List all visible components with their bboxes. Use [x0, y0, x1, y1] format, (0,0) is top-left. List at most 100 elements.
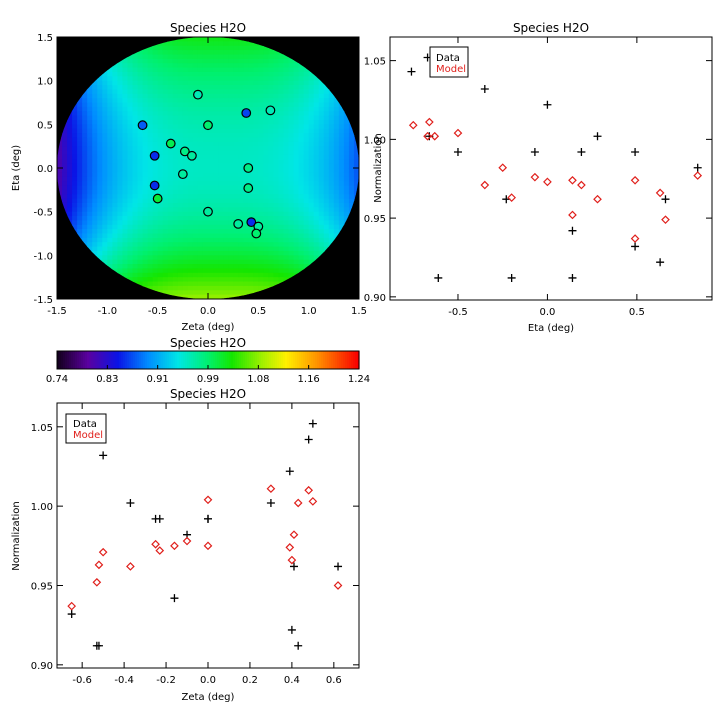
map-field-cell [87, 106, 93, 112]
map-field-cell [112, 71, 118, 77]
map-field-cell [82, 168, 88, 173]
map-field-cell [72, 146, 78, 152]
map-field-cell [243, 128, 249, 134]
map-field-cell [253, 89, 259, 95]
map-field-cell [298, 259, 305, 265]
map-field-cell [268, 80, 275, 86]
map-field-cell [137, 76, 144, 82]
map-field-cell [202, 89, 209, 95]
map-field-cell [233, 102, 239, 108]
map-field-cell [218, 285, 224, 291]
map-field-cell [208, 133, 214, 139]
map-field-cell [102, 137, 108, 143]
map-field-cell [238, 98, 244, 104]
map-field-cell [137, 106, 144, 112]
map-field-cell [77, 233, 83, 239]
map-field-cell [243, 172, 249, 178]
map-field-cell [298, 154, 305, 160]
map-field-cell [142, 224, 149, 230]
map-field-cell [132, 181, 139, 187]
map-field-cell [263, 229, 269, 235]
map-field-cell [192, 185, 199, 191]
map-field-cell [328, 133, 335, 139]
map-field-cell [223, 194, 229, 200]
map-field-cell [192, 85, 199, 90]
map-field-cell [258, 159, 264, 165]
map-field-cell [293, 189, 300, 195]
map-field-cell [117, 119, 124, 125]
map-field-cell [107, 194, 113, 200]
map-field-cell [112, 80, 118, 86]
map-field-cell [172, 93, 179, 99]
map-field-cell [223, 154, 229, 160]
map-field-cell [142, 176, 149, 182]
map-field-cell [152, 98, 159, 104]
colorbar-band [133, 351, 136, 369]
map-field-cell [187, 216, 194, 221]
map-station-marker [243, 183, 254, 193]
zeta-model-point [293, 498, 303, 508]
map-field-cell [112, 268, 118, 274]
map-field-cell [283, 255, 290, 261]
colorbar-band [139, 351, 142, 369]
map-field-cell [127, 54, 134, 60]
map-field-cell [177, 264, 184, 270]
map-field-cell [343, 133, 350, 139]
map-field-cell [142, 71, 149, 77]
map-field-cell [323, 133, 330, 139]
map-field-cell [142, 58, 149, 64]
map-field-cell [208, 45, 214, 51]
map-field-cell [213, 93, 219, 99]
map-field-cell [157, 285, 164, 291]
colorbar-band [285, 351, 288, 369]
zeta-legend: Data Model [65, 413, 107, 444]
map-field-cell [167, 106, 174, 112]
map-field-cell [318, 207, 325, 213]
map-field-cell [313, 246, 320, 252]
map-field-cell [228, 106, 234, 112]
map-field-cell [202, 111, 209, 117]
map-field-cell [172, 211, 179, 217]
map-field-cell [303, 80, 310, 86]
map-field-cell [208, 198, 214, 204]
map-field-cell [353, 154, 359, 160]
map-field-cell [107, 128, 113, 134]
map-field-cell [213, 71, 219, 77]
map-field-cell [77, 106, 83, 112]
map-field-cell [202, 133, 209, 139]
map-field-cell [233, 45, 239, 51]
map-field-cell [323, 229, 330, 235]
map-field-cell [57, 146, 63, 152]
map-field-cell [132, 115, 139, 121]
map-field-cell [228, 115, 234, 121]
map-field-cell [142, 259, 149, 265]
eta-xlabel: Eta (deg) [528, 323, 574, 334]
map-field-cell [197, 98, 204, 104]
map-field-cell [62, 146, 68, 152]
eta-panel: Species H2O -0.5 0.0 0.50.900.951.001.05 D… [364, 21, 713, 334]
map-field-cell [127, 172, 134, 178]
map-field-cell [147, 211, 154, 217]
map-field-cell [228, 150, 234, 156]
map-field-cell [82, 207, 88, 213]
map-field-cell [218, 202, 224, 208]
map-field-cell [127, 58, 134, 64]
map-field-cell [132, 259, 139, 265]
map-field-cell [313, 146, 320, 152]
map-field-cell [107, 255, 113, 261]
map-field-cell [82, 98, 88, 104]
map-field-cell [258, 154, 264, 160]
map-field-cell [97, 141, 103, 147]
map-field-cell [182, 124, 189, 130]
map-field-cell [147, 63, 154, 69]
map-field-cell [167, 163, 174, 169]
map-field-cell [253, 202, 259, 208]
map-field-cell [132, 102, 139, 108]
map-field-cell [187, 242, 194, 248]
colorbar-band [277, 351, 280, 369]
map-field-cell [167, 290, 174, 296]
map-ytick-label: -0.5 [33, 208, 53, 219]
map-field-cell [117, 111, 124, 117]
map-field-cell [87, 128, 93, 134]
map-field-cell [218, 128, 224, 134]
